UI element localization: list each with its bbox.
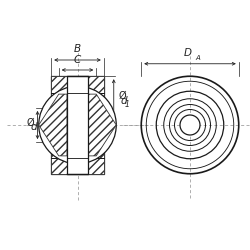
Polygon shape [51,76,104,174]
Text: B: B [74,44,81,54]
Text: C: C [74,56,81,66]
Polygon shape [39,94,67,156]
Polygon shape [88,94,116,156]
Text: Ø: Ø [118,91,126,101]
Polygon shape [67,76,88,174]
Ellipse shape [39,86,116,164]
Text: Ø: Ø [27,118,34,128]
Polygon shape [51,158,104,174]
Text: D: D [184,48,192,58]
Text: A: A [196,55,200,61]
Polygon shape [51,76,104,92]
Text: d: d [121,96,128,106]
Polygon shape [51,92,59,158]
Polygon shape [96,92,104,158]
Text: 1: 1 [124,100,130,109]
Circle shape [180,115,200,135]
Text: d: d [30,122,37,132]
